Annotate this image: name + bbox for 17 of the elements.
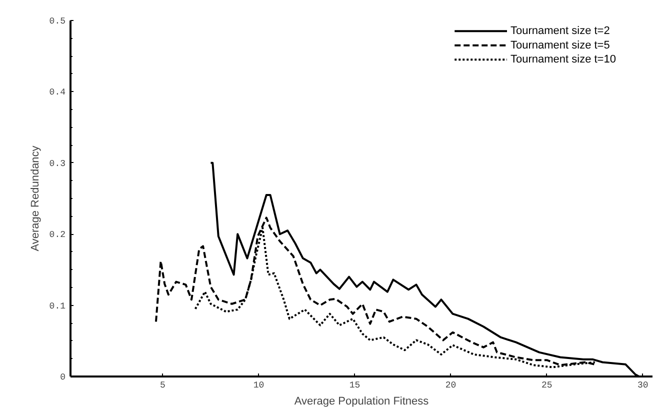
- y-tick-label: 0: [60, 372, 66, 382]
- y-axis-title: Average Redundancy: [29, 145, 42, 252]
- y-tick-label: 0.4: [49, 88, 66, 98]
- x-axis-title: Average Population Fitness: [294, 396, 430, 408]
- y-tick-label: 0.2: [49, 230, 66, 240]
- x-tick-label: 25: [541, 380, 552, 390]
- x-tick-label: 30: [637, 380, 648, 390]
- legend-label: Tournament size t=10: [510, 54, 616, 66]
- y-tick-label: 0.3: [49, 158, 66, 169]
- x-tick-label: 15: [349, 380, 360, 390]
- y-tick-label: 0.1: [49, 301, 66, 312]
- legend-label: Tournament size t=5: [510, 39, 610, 52]
- legend-label: Tournament size t=2: [510, 25, 610, 38]
- x-tick-label: 20: [445, 380, 456, 390]
- x-tick-label: 5: [160, 380, 166, 390]
- x-tick-label: 10: [253, 380, 264, 390]
- y-tick-label: 0.5: [49, 16, 66, 26]
